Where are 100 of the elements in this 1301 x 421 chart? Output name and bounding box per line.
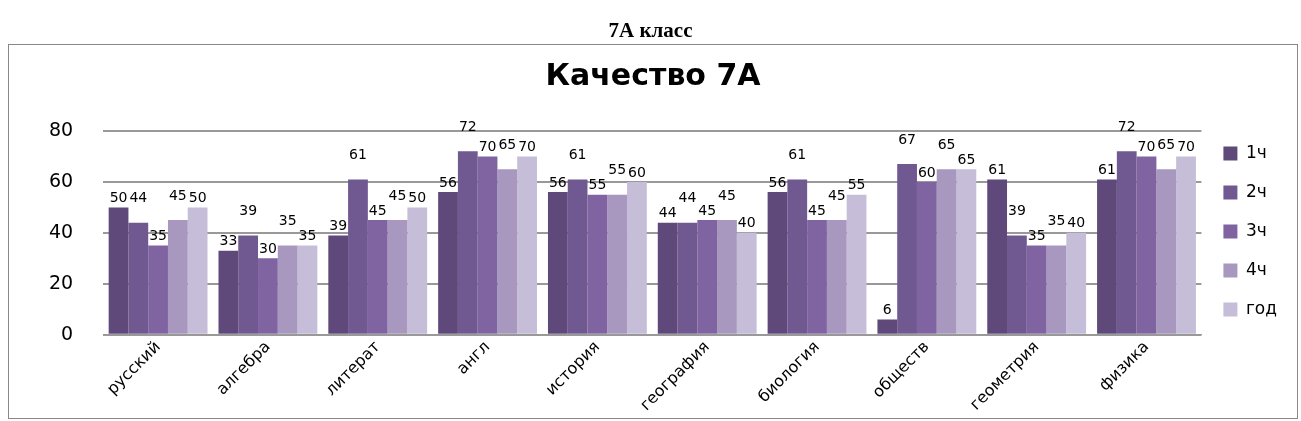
data-label: 70 [478,138,497,155]
bar [936,169,957,334]
data-label: 60 [628,163,646,180]
y-tick-label: 0 [61,321,74,344]
bar [1097,179,1117,334]
data-label: 56 [439,173,458,190]
data-label: 45 [827,186,846,203]
y-tick-label: 40 [48,219,74,242]
bar [787,179,808,334]
bar [956,169,977,334]
data-label: 6 [882,301,892,318]
bar [258,258,278,334]
data-label: 55 [588,176,607,193]
bar [387,220,408,334]
bar [987,179,1008,334]
data-label: 67 [898,130,916,147]
data-label: 56 [768,173,787,190]
bar [607,194,628,334]
chart-subtitle: 7А класс [607,17,694,44]
bar [1026,245,1047,334]
bar [367,220,388,334]
data-label: 35 [1047,212,1066,229]
bar [627,181,647,334]
legend-label: 3ч [1245,219,1267,240]
bar [1136,156,1157,334]
data-label: 40 [737,214,756,231]
legend-label: год [1245,297,1278,318]
data-label: 61 [1098,161,1116,178]
data-label: 45 [698,201,717,218]
data-label: 65 [937,135,956,152]
data-label: 35 [149,227,167,244]
data-label: 65 [1157,135,1176,152]
legend-label: 4ч [1245,258,1267,279]
data-label: 65 [957,150,976,167]
data-label: 44 [129,189,148,206]
bar [587,194,608,334]
bar [1116,151,1137,334]
bar [1176,156,1196,334]
bar [438,192,458,334]
bar [657,222,678,334]
data-label: 61 [788,146,807,163]
data-label: 70 [1177,138,1195,155]
bar [567,179,588,334]
bar [108,207,129,334]
data-label: 45 [168,186,187,203]
bar [457,151,478,334]
data-label: 40 [1067,214,1086,231]
bar [846,194,867,334]
data-label: 35 [278,212,297,229]
bar [328,235,349,334]
bar [477,156,498,334]
bar [1007,235,1027,334]
data-label: 61 [349,146,367,163]
bar [897,164,917,334]
data-label: 35 [1027,227,1046,244]
data-label: 45 [388,186,407,203]
data-label: 35 [298,227,317,244]
data-label: 45 [808,201,826,218]
legend-label: 1ч [1245,141,1267,162]
data-label: 39 [1008,202,1026,219]
data-label: 30 [259,239,277,256]
data-label: 61 [568,146,587,163]
bar [677,222,698,334]
data-label: 39 [329,217,348,234]
bar [1066,232,1087,334]
bar [128,222,149,334]
bar [1046,245,1067,334]
data-label: 45 [368,201,387,218]
data-label: 55 [608,161,627,178]
bar [238,235,259,334]
data-label: 44 [658,204,677,221]
bar [297,245,318,334]
legend-label: 2ч [1245,180,1267,201]
bar [497,169,518,334]
data-label: 45 [718,186,736,203]
bar [277,245,298,334]
data-label: 33 [219,232,238,249]
bar [697,220,718,334]
data-label: 72 [458,118,477,135]
y-tick-label: 20 [48,270,74,293]
bar [547,192,568,334]
data-label: 50 [109,189,128,206]
bar [187,207,208,334]
bar [916,181,937,334]
bar [877,319,898,334]
y-tick-label: 60 [48,168,74,191]
bar [1156,169,1177,334]
data-label: 50 [408,189,427,206]
bar [407,207,428,334]
bar [767,192,788,334]
data-label: 70 [518,138,537,155]
bar [218,250,239,334]
bar [717,220,737,334]
bar [148,245,168,334]
data-label: 60 [917,163,936,180]
data-label: 50 [188,189,207,206]
data-label: 61 [988,161,1007,178]
bar [736,232,757,334]
data-label: 39 [239,202,258,219]
data-label: 44 [678,189,697,206]
